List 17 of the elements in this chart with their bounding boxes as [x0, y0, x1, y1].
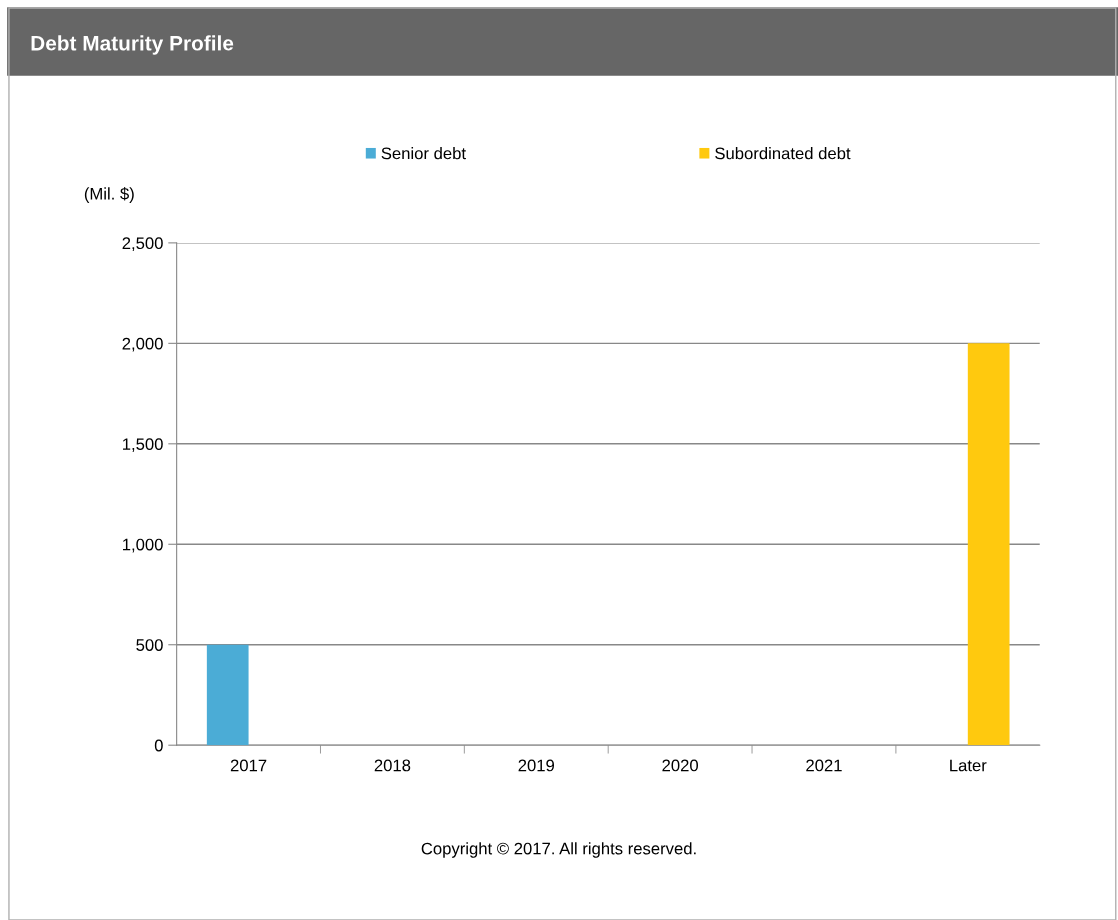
- y-axis-title: (Mil. $): [84, 187, 134, 203]
- x-tick-label: 2017: [230, 759, 267, 772]
- legend-label: Senior debt: [381, 147, 466, 160]
- legend-label: Subordinated debt: [715, 147, 851, 160]
- y-tick-label: 500: [136, 639, 163, 651]
- text: Copyright © 2017. All rights reserved.: [421, 842, 696, 858]
- y-tick-label: 2,000: [122, 337, 163, 352]
- x-tick-label: 2020: [662, 759, 699, 772]
- x-tick-label: Later: [950, 759, 987, 772]
- chart-title: Debt Maturity Profile: [31, 35, 234, 55]
- x-tick-label: 2018: [374, 759, 411, 772]
- y-tick-label: 2,500: [122, 237, 163, 252]
- y-tick-label: 1,000: [123, 538, 163, 553]
- y-tick-label: 1,500: [123, 438, 163, 452]
- x-tick-label: 2019: [518, 759, 555, 772]
- x-tick-label: 2021: [806, 759, 842, 772]
- y-tick-label: 0: [154, 739, 163, 752]
